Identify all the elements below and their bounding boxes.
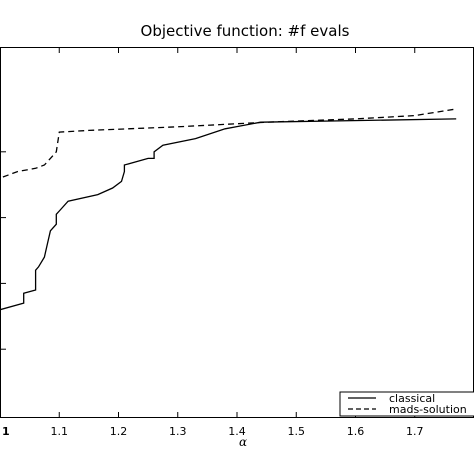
legend-label-classical: classical [389, 392, 435, 405]
x-axis-label: α [239, 435, 247, 449]
x-tick-label-3: 1.3 [169, 425, 187, 438]
x-tick-label-4: 1.4 [228, 425, 246, 438]
x-tick-label-0: 1 [2, 425, 10, 438]
x-tick-label-7: 1.7 [406, 425, 424, 438]
legend-label-mads-solution: mads-solution [389, 403, 467, 416]
x-tick-label-1: 1.1 [51, 425, 69, 438]
series-layer [0, 108, 457, 415]
chart-title: Objective function: #f evals [141, 22, 350, 40]
x-tick-label-2: 1.2 [110, 425, 128, 438]
series-line-mads-solution [0, 108, 457, 415]
legend: classical mads-solution [339, 391, 474, 417]
x-tick-label-6: 1.6 [347, 425, 365, 438]
x-tick-label-5: 1.5 [288, 425, 306, 438]
legend-box [339, 391, 474, 417]
y-axis-ticks [0, 151, 6, 350]
x-axis-ticks: 1 1.1 1.2 1.3 1.4 1.5 1.6 1.7 [0, 47, 424, 438]
plot-area [0, 47, 474, 418]
series-line-classical [0, 118, 457, 415]
